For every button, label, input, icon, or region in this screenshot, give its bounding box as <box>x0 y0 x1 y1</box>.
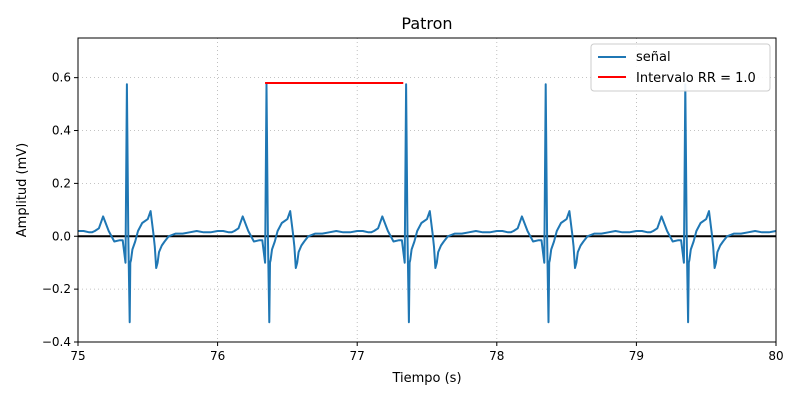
series-lines <box>78 81 777 324</box>
x-tick-label: 76 <box>210 349 225 363</box>
x-tick-label: 80 <box>768 349 783 363</box>
plot-frame <box>77 37 777 343</box>
y-tick-label: 0.0 <box>52 229 71 243</box>
y-tick-label: −0.4 <box>42 335 71 349</box>
legend-label-rr: Intervalo RR = 1.0 <box>636 71 756 86</box>
signal-line <box>78 83 777 324</box>
legend: señal Intervalo RR = 1.0 <box>590 43 771 92</box>
x-tick-label: 77 <box>350 349 365 363</box>
legend-box <box>590 43 771 92</box>
x-axis-label: Tiempo (s) <box>391 371 461 386</box>
y-axis-label: Amplitud (mV) <box>15 143 30 237</box>
chart-title: Patron <box>401 14 452 33</box>
legend-label-senal: señal <box>636 50 671 65</box>
x-tick-label: 78 <box>489 349 504 363</box>
x-tick-label: 79 <box>629 349 644 363</box>
y-tick-label: 0.6 <box>52 71 71 85</box>
y-tick-label: 0.4 <box>52 124 71 138</box>
y-tick-label: 0.2 <box>52 176 71 190</box>
axis-ticks: 75 76 77 78 79 80 −0.4 −0.2 0.0 0.2 0.4 0.6 <box>42 71 784 363</box>
x-tick-label: 75 <box>70 349 85 363</box>
y-tick-label: −0.2 <box>42 282 71 296</box>
